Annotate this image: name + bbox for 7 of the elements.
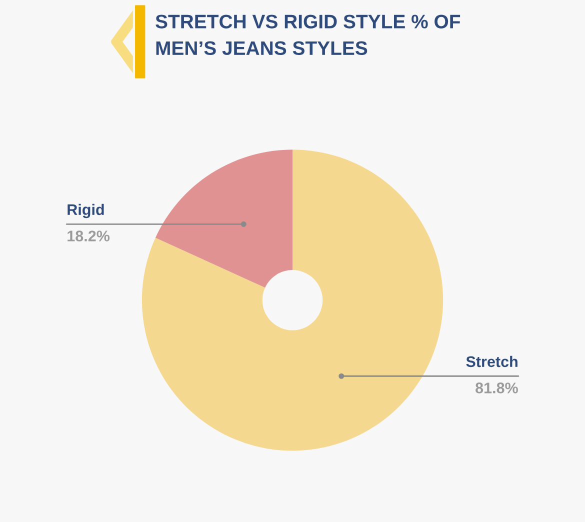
data-label: 18.2% — [68, 230, 110, 242]
chart-title: STRETCH VS RIGID STYLE % OF MEN’S JEANS STYLES — [156, 14, 460, 56]
slice-label: Stretch — [466, 356, 518, 368]
data-label: 81.8% — [476, 382, 518, 394]
slice-label: Rigid — [68, 204, 104, 218]
donut-slice — [155, 150, 292, 288]
donut-slice — [142, 150, 444, 451]
